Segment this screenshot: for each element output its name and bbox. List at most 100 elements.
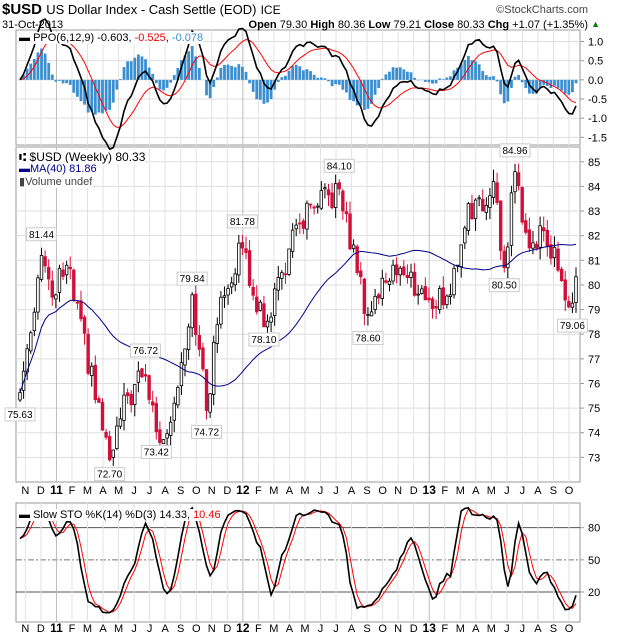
ppo-histogram-bar [438, 78, 442, 80]
candle [481, 198, 485, 212]
ppo-histogram-bar [32, 58, 36, 80]
candle [39, 254, 44, 280]
candle [488, 195, 492, 209]
x-tick-label: S [177, 623, 184, 635]
sto-tick-label: 20 [588, 587, 600, 599]
x-tick-label: S [550, 485, 557, 497]
candle [351, 244, 356, 250]
price-annotation: 84.10 [327, 161, 352, 172]
candle [552, 246, 557, 259]
ppo-histogram-bar [402, 69, 406, 80]
candle [111, 449, 115, 458]
x-tick-label: A [99, 485, 107, 497]
candle [549, 244, 553, 259]
candle [183, 348, 187, 366]
x-tick-label: A [472, 623, 480, 635]
x-tick-label: M [269, 485, 278, 497]
candle [301, 220, 306, 229]
candle [133, 384, 137, 405]
ppo-tick-label: -0.5 [588, 94, 607, 106]
ppo-histogram-bar [147, 67, 151, 80]
candle [391, 264, 395, 282]
x-tick-label: J [131, 623, 137, 635]
ppo-histogram-bar [212, 79, 216, 87]
ppo-panel [15, 29, 581, 146]
x-tick-label: A [348, 623, 356, 635]
candle [491, 181, 496, 198]
x-tick-label: M [487, 623, 496, 635]
candle [280, 272, 284, 279]
ppo-histogram-bar [395, 67, 399, 80]
x-tick-label: A [99, 623, 107, 635]
price-annotation-box [94, 467, 126, 482]
x-tick-label: 11 [50, 621, 63, 635]
ppo-histogram-bar [316, 77, 320, 80]
candle [222, 295, 227, 298]
price-annotation: 81.44 [29, 230, 54, 241]
ppo-histogram-bar [258, 79, 262, 100]
ppo-tick-label: 1.0 [588, 37, 603, 49]
candle [441, 287, 445, 306]
candle [29, 332, 33, 352]
candle [262, 303, 266, 328]
candle [312, 206, 316, 209]
ppo-histogram-bar [298, 66, 302, 80]
candle [154, 403, 159, 433]
candle [430, 298, 435, 310]
candle [93, 364, 98, 401]
ppo-histogram-bar [237, 64, 241, 80]
x-tick-label: O [565, 623, 574, 635]
ppo-histogram-bar [294, 64, 298, 80]
candle [287, 248, 291, 275]
ma-legend: ▬MA(40) 81.86 [19, 163, 97, 175]
candle [104, 431, 108, 438]
ohlc-readout: Open 79.30 High 80.36 Low 79.21 Close 80… [248, 19, 588, 31]
candle [484, 204, 489, 213]
ppo-histogram-bar [101, 79, 104, 114]
ppo-histogram-bar [223, 64, 226, 80]
ppo-histogram-bar [553, 79, 556, 86]
x-tick-label: J [131, 485, 137, 497]
ppo-histogram-bar [36, 52, 40, 80]
ppo-tick-label: 0.5 [588, 56, 603, 68]
ppo-histogram-bar [25, 68, 29, 80]
ppo-histogram-bar [413, 77, 416, 80]
x-tick-label: N [394, 485, 402, 497]
ppo-histogram-bar [391, 67, 395, 80]
ppo-histogram-bar [230, 65, 234, 80]
price-annotation: 84.96 [503, 146, 528, 157]
index-name: US Dollar Index - Cash Settle (EOD) [46, 2, 257, 17]
candle [54, 294, 58, 300]
price-annotation-box [4, 407, 36, 422]
ppo-histogram-bar [370, 79, 373, 104]
price-tick-label: 74 [588, 428, 600, 440]
candle [172, 402, 176, 421]
candle [369, 311, 374, 317]
price-tick-label: 82 [588, 231, 600, 243]
candle [459, 244, 463, 267]
ppo-histogram-bar [79, 79, 83, 102]
ppo-histogram-bar [154, 79, 158, 84]
ppo-histogram-bar [513, 76, 517, 80]
candle [165, 433, 169, 439]
ppo-histogram-bar [86, 79, 90, 113]
price-tick-label: 78 [588, 329, 600, 341]
candle [233, 273, 237, 286]
ppo-histogram-bar [380, 78, 384, 80]
candle [247, 250, 252, 286]
candle [294, 224, 298, 230]
ppo-histogram-bar [233, 67, 237, 80]
ppo-histogram-bar [337, 79, 341, 85]
price-annotation: 79.84 [180, 274, 205, 285]
candle [473, 199, 478, 220]
x-tick-label: S [363, 485, 370, 497]
candle [298, 222, 302, 225]
candle [574, 276, 578, 303]
x-tick-label: M [300, 623, 309, 635]
ppo-histogram-bar [445, 77, 449, 80]
x-tick-label: J [504, 485, 510, 497]
ppo-histogram-bar [327, 79, 330, 82]
x-tick-label: N [21, 485, 29, 497]
candle [423, 286, 428, 301]
